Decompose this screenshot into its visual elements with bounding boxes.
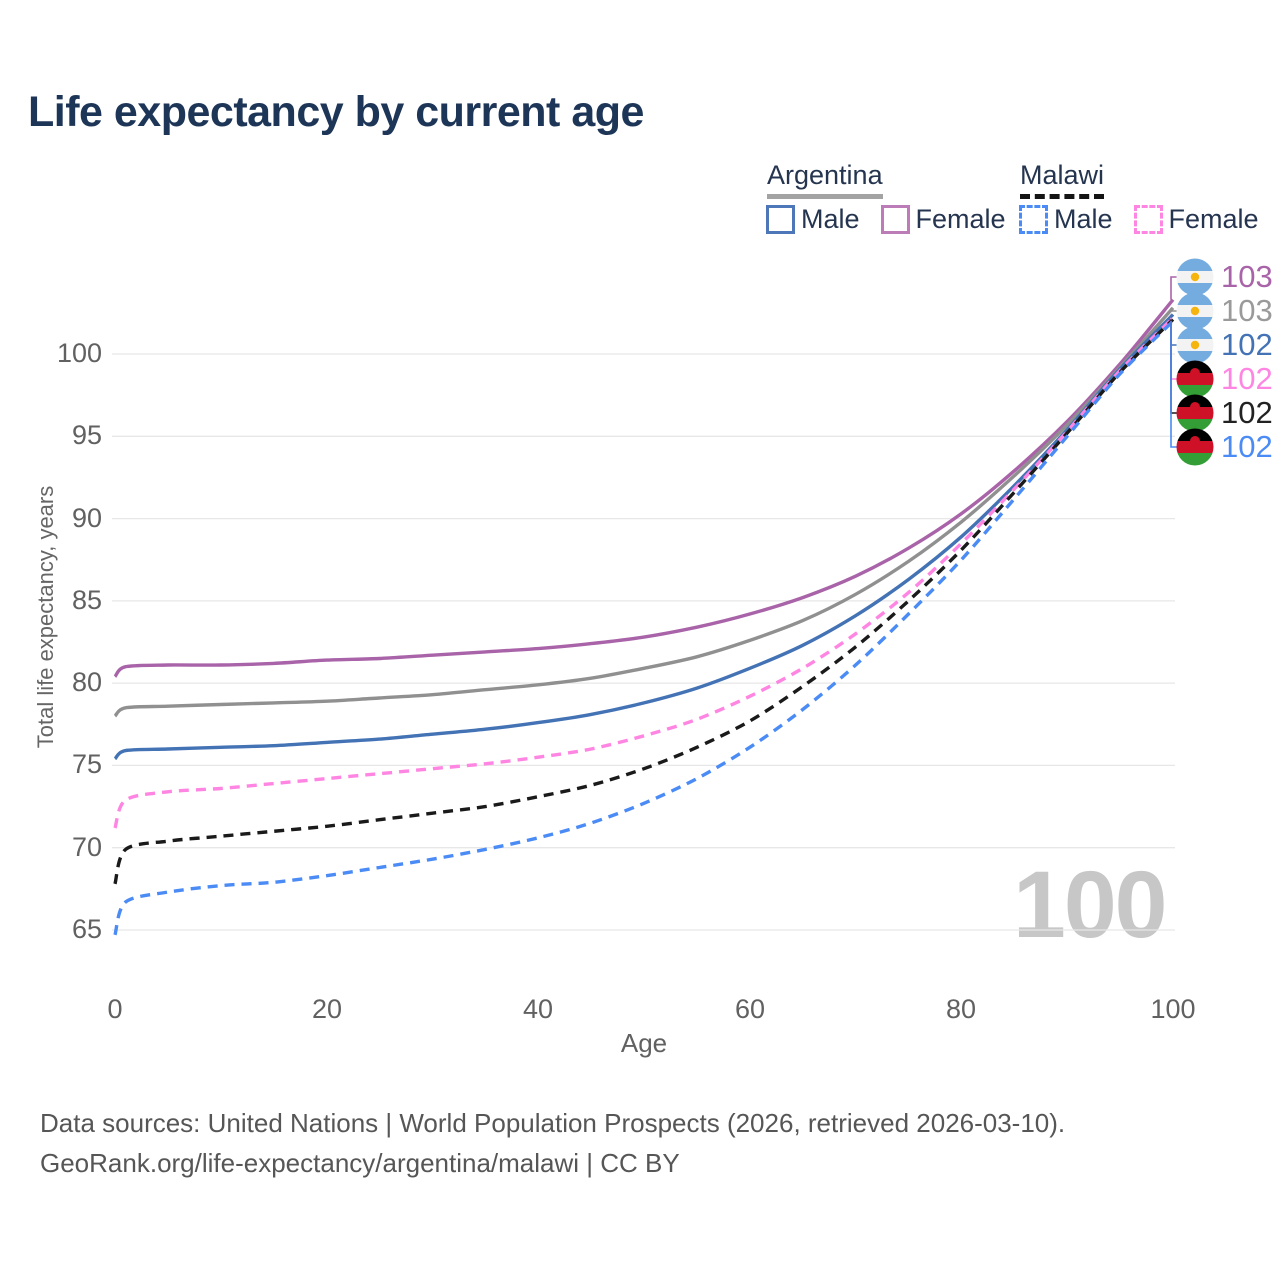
legend-item-argentina-female[interactable]: Female [880,204,1006,235]
legend-item-label: Male [1054,204,1113,234]
series-line-malawi [113,318,1175,885]
x-tick-label: 0 [107,994,123,1024]
legend-swatch-dashed-blue-icon [1019,205,1048,234]
legend-item-malawi-male[interactable]: Male [1019,204,1113,235]
series-line-argentina [113,306,1175,718]
end-label-row: 102 [1176,428,1273,466]
x-axis-title: Age [620,1028,668,1058]
legend-row-argentina: Male Female [766,204,1027,235]
y-tick-label: 95 [71,420,102,450]
end-label-row: 102 [1176,360,1273,398]
legend-country-argentina[interactable]: Argentina [767,160,883,199]
argentina-flag-icon [1176,292,1214,330]
end-label-value: 102 [1221,429,1273,464]
y-tick-label: 80 [71,667,102,697]
legend-item-label: Male [801,204,860,234]
malawi-flag-icon [1176,428,1214,466]
y-tick-label: 70 [71,832,102,862]
end-label-value: 102 [1221,361,1273,396]
legend-swatch-solid-purple-icon [880,205,910,234]
age-watermark: 100 [1013,852,1168,958]
end-label-row: 102 [1176,326,1273,364]
end-label-row: 103 [1176,292,1273,330]
end-label-value: 102 [1221,327,1273,362]
end-label-value: 103 [1221,293,1273,328]
legend-item-label: Female [1168,204,1259,234]
page-title: Life expectancy by current age [28,88,644,136]
end-label-value: 103 [1221,259,1273,294]
legend-item-label: Female [915,204,1006,234]
series-line-argentina-male [113,313,1175,761]
attribution-link-text[interactable]: GeoRank.org/life-expectancy/argentina/ma… [40,1148,680,1178]
x-tick-label: 60 [734,994,766,1024]
x-tick-label: 40 [522,994,554,1024]
y-tick-label: 65 [71,914,102,944]
y-tick-label: 85 [71,585,102,615]
legend-country-malawi[interactable]: Malawi [1020,160,1105,199]
legend-swatch-dashed-pink-icon [1133,205,1163,234]
legend-swatch-solid-blue-icon [766,205,795,234]
label-connector [1170,276,1177,300]
data-sources-text: Data sources: United Nations | World Pop… [40,1108,1066,1138]
x-tick-label: 20 [311,994,343,1024]
y-tick-label: 100 [56,338,102,368]
label-connector [1170,321,1177,448]
y-tick-label: 75 [71,749,102,779]
end-label-row: 103 [1176,258,1273,296]
y-tick-label: 90 [71,503,102,533]
legend-item-argentina-male[interactable]: Male [766,204,860,235]
x-tick-label: 100 [1150,994,1196,1024]
label-connector [1170,307,1177,312]
malawi-flag-icon [1176,360,1214,398]
argentina-flag-icon [1176,258,1214,296]
series-line-malawi-female [113,316,1175,829]
argentina-flag-icon [1176,326,1214,364]
end-label-value: 102 [1221,395,1273,430]
legend-row-malawi: Male Female [1019,204,1280,235]
x-tick-label: 80 [945,994,977,1024]
series-line-malawi-male [113,319,1175,936]
legend-item-malawi-female[interactable]: Female [1133,204,1259,235]
malawi-flag-icon [1176,394,1214,432]
series-line-argentina-female [113,298,1175,678]
end-label-row: 102 [1176,394,1273,432]
